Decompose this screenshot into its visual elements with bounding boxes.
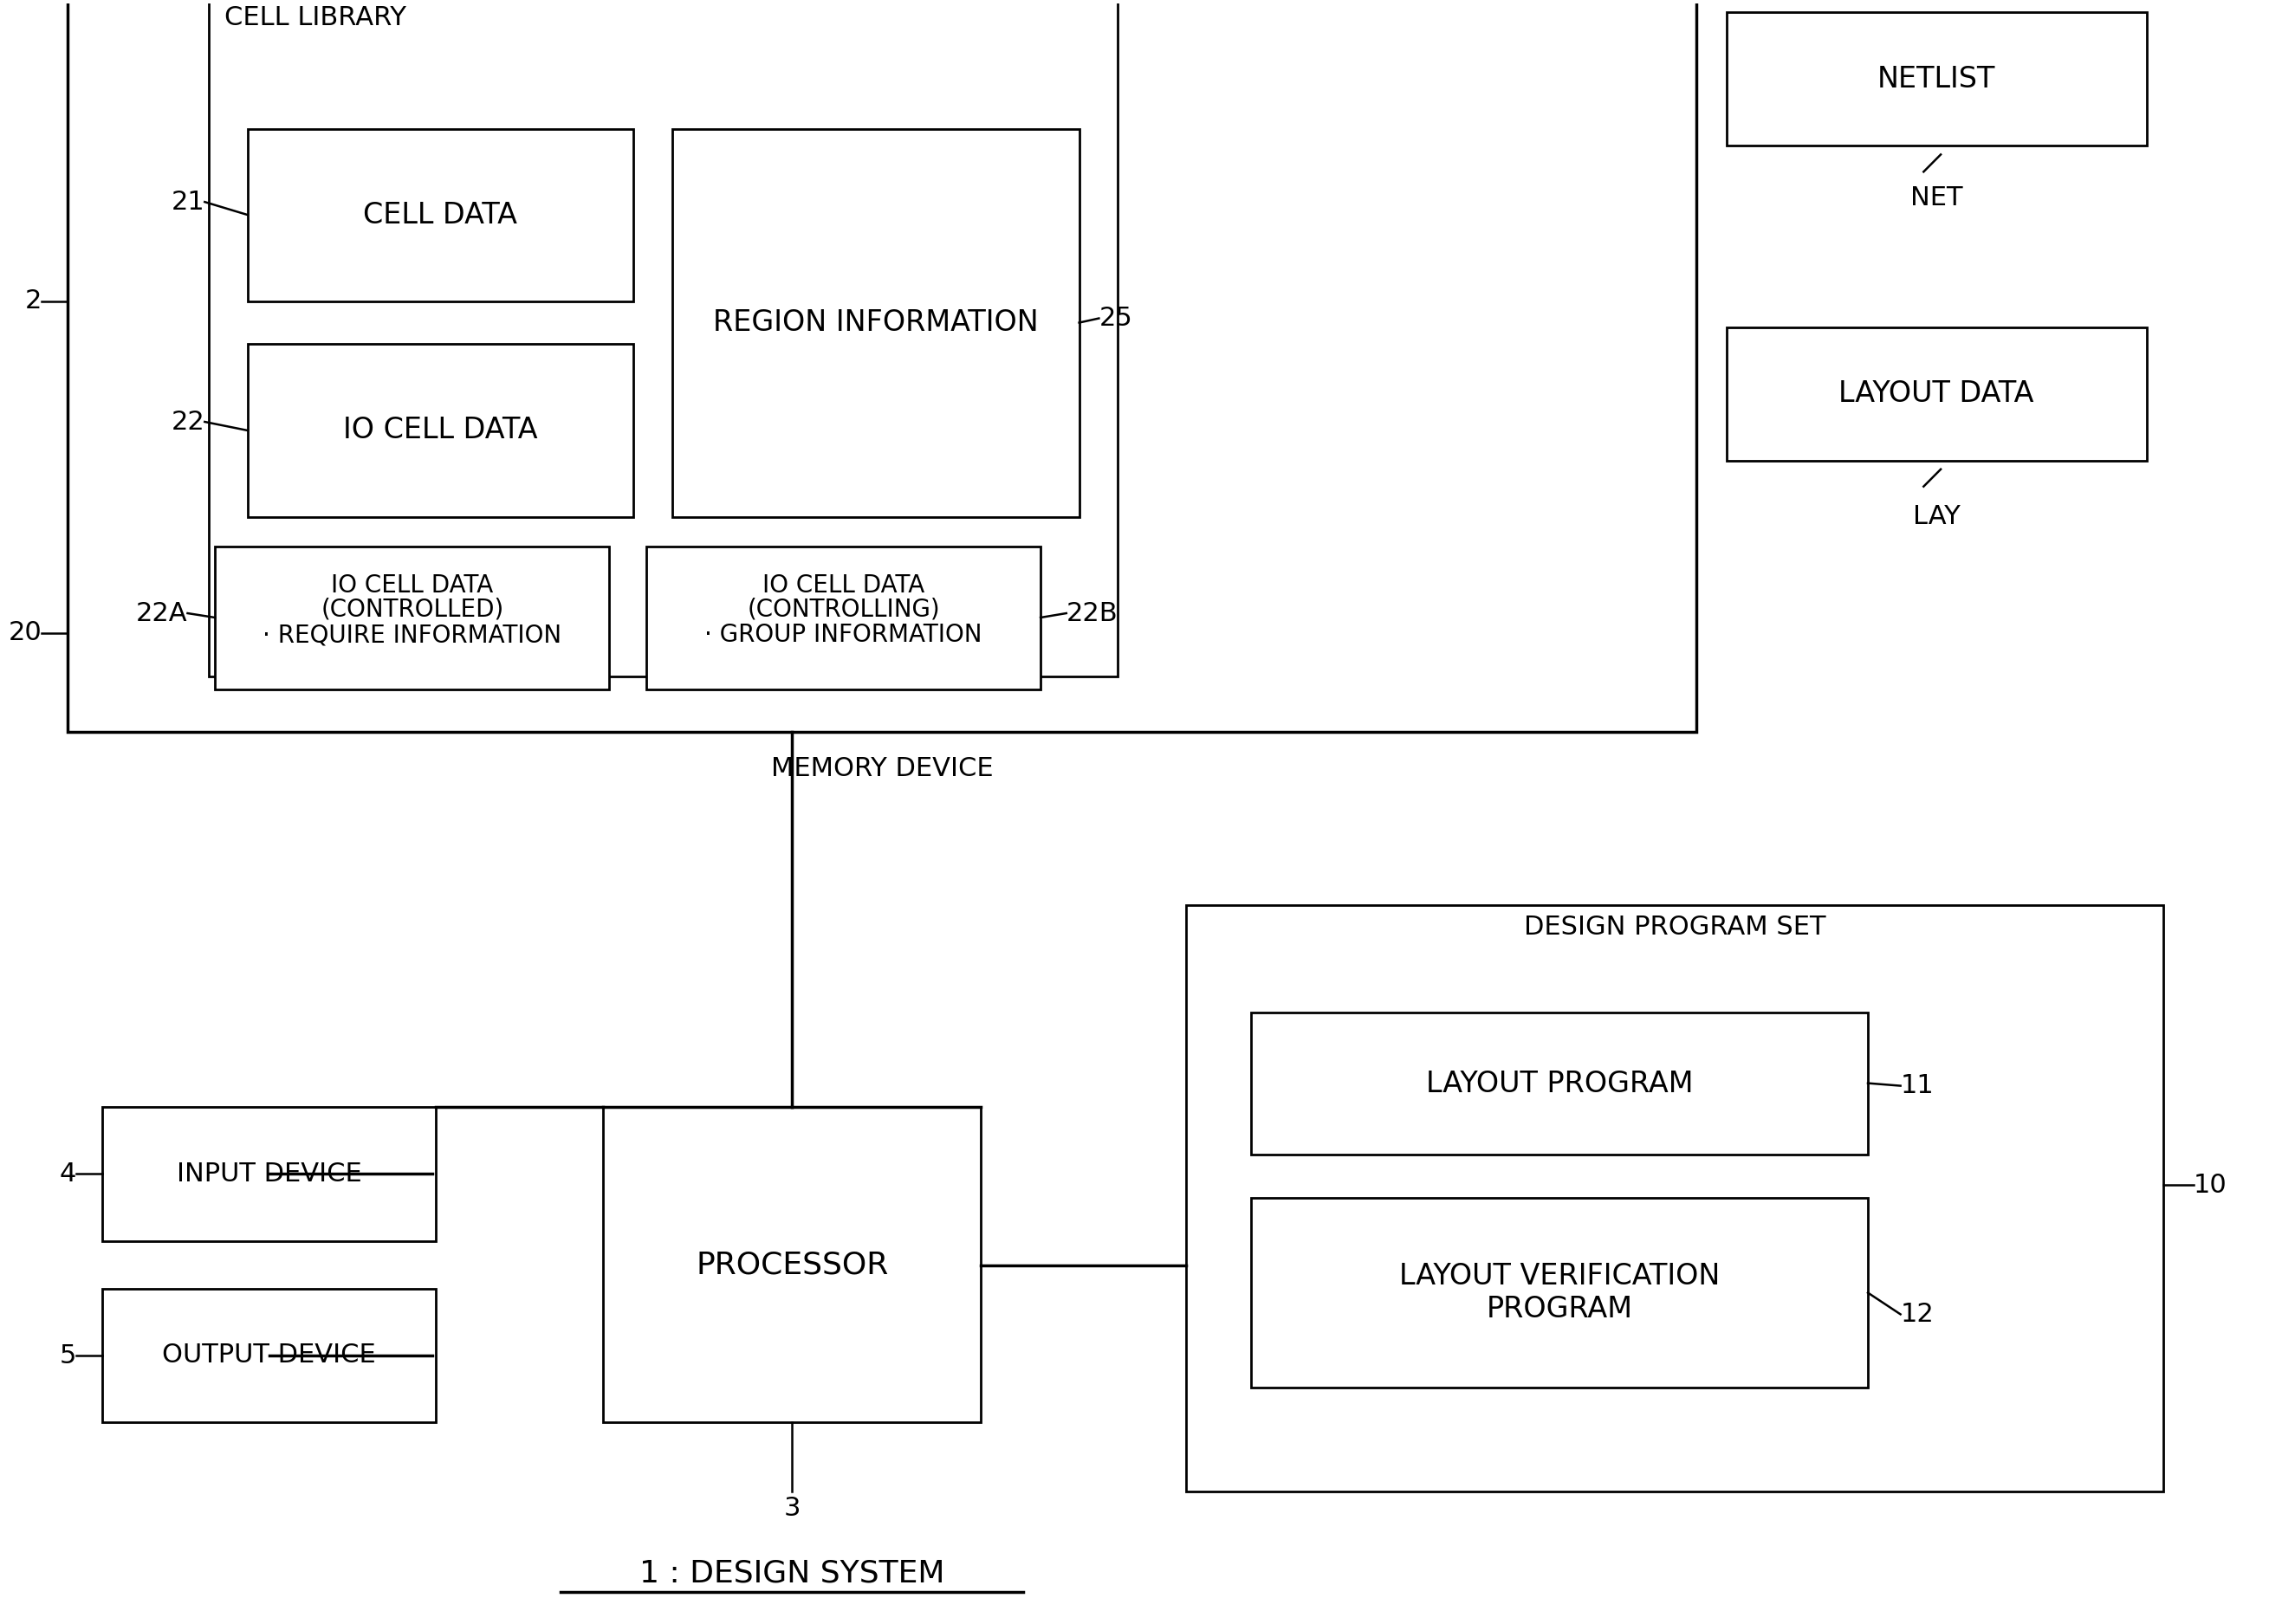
Text: IO CELL DATA: IO CELL DATA — [330, 573, 493, 598]
Text: 5: 5 — [60, 1343, 76, 1369]
Text: 10: 10 — [2194, 1173, 2226, 1197]
Bar — [1187, 905, 2164, 1491]
Bar — [216, 547, 610, 689]
Text: IO CELL DATA: IO CELL DATA — [344, 416, 537, 445]
Text: 22: 22 — [172, 409, 204, 434]
Text: (CONTROLLING): (CONTROLLING) — [746, 598, 941, 622]
Text: 2: 2 — [25, 289, 41, 313]
Text: · REQUIRE INFORMATION: · REQUIRE INFORMATION — [262, 624, 562, 648]
Text: CELL LIBRARY: CELL LIBRARY — [225, 5, 406, 31]
Text: IO CELL DATA: IO CELL DATA — [762, 573, 925, 598]
Text: 22A: 22A — [135, 601, 188, 625]
Text: (CONTROLLED): (CONTROLLED) — [321, 598, 503, 622]
Bar — [1251, 1012, 1868, 1155]
Text: 25: 25 — [1099, 305, 1131, 331]
Text: 3: 3 — [783, 1496, 801, 1520]
Text: 20: 20 — [9, 620, 41, 646]
Text: LAYOUT DATA: LAYOUT DATA — [1838, 380, 2033, 408]
Text: INPUT DEVICE: INPUT DEVICE — [177, 1161, 363, 1187]
Bar — [101, 1108, 436, 1241]
Text: LAYOUT VERIFICATION: LAYOUT VERIFICATION — [1400, 1262, 1719, 1291]
Bar — [248, 344, 633, 516]
Text: MEMORY DEVICE: MEMORY DEVICE — [771, 757, 994, 781]
Text: PROGRAM: PROGRAM — [1487, 1294, 1632, 1324]
Bar — [604, 1108, 980, 1423]
Text: DESIGN PROGRAM SET: DESIGN PROGRAM SET — [1524, 914, 1827, 940]
Text: CELL DATA: CELL DATA — [363, 201, 519, 229]
Bar — [672, 128, 1079, 516]
Bar — [1251, 1199, 1868, 1387]
Text: NET: NET — [1909, 185, 1962, 209]
Text: 21: 21 — [172, 190, 204, 214]
Text: REGION INFORMATION: REGION INFORMATION — [714, 309, 1037, 336]
Bar — [1726, 13, 2146, 146]
Text: 22B: 22B — [1067, 601, 1118, 625]
Bar — [209, 0, 1118, 676]
Text: LAYOUT PROGRAM: LAYOUT PROGRAM — [1425, 1069, 1694, 1098]
Bar — [67, 0, 1696, 732]
Bar — [647, 547, 1040, 689]
Text: LAY: LAY — [1912, 503, 1960, 529]
Bar — [101, 1288, 436, 1423]
Text: PROCESSOR: PROCESSOR — [695, 1250, 888, 1280]
Bar — [1726, 326, 2146, 461]
Text: 4: 4 — [60, 1161, 76, 1186]
Text: OUTPUT DEVICE: OUTPUT DEVICE — [163, 1343, 376, 1367]
Text: 1 : DESIGN SYSTEM: 1 : DESIGN SYSTEM — [640, 1559, 946, 1588]
Bar — [248, 128, 633, 300]
Text: · GROUP INFORMATION: · GROUP INFORMATION — [705, 624, 982, 648]
Text: 12: 12 — [1900, 1302, 1935, 1327]
Text: NETLIST: NETLIST — [1877, 65, 1997, 93]
Text: 11: 11 — [1900, 1073, 1935, 1098]
